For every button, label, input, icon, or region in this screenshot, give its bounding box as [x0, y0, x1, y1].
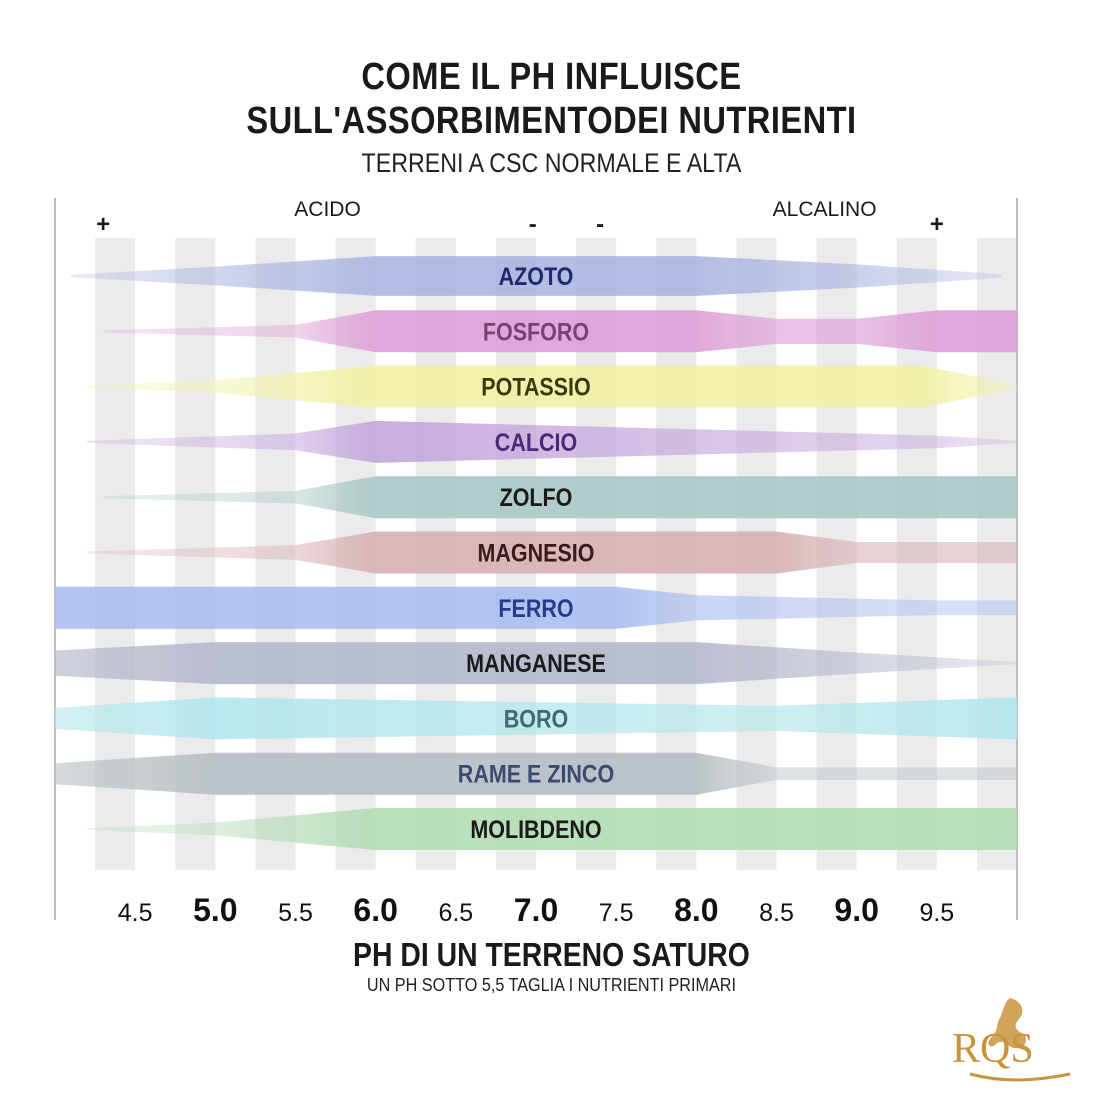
- band-fosforo: [103, 310, 1018, 353]
- x-tick-label: 9.0: [834, 892, 878, 928]
- chart-title-line-2: SULL'ASSORBIMENTODEI NUTRIENTI: [246, 100, 857, 142]
- band-potassio: [87, 365, 1018, 408]
- x-tick-label: 6.5: [438, 899, 473, 927]
- series-label: MANGANESE: [466, 650, 606, 678]
- series-label: POTASSIO: [481, 373, 590, 401]
- series-label: BORO: [504, 705, 568, 733]
- rqs-logo: RQS: [952, 998, 1071, 1082]
- series-label: RAME E ZINCO: [458, 760, 614, 788]
- band-molibdeno: [87, 808, 1018, 850]
- chart-subtitle: TERRENI A CSC NORMALE E ALTA: [361, 148, 742, 178]
- annotation-3: -: [529, 211, 537, 238]
- series-label: AZOTO: [499, 262, 574, 290]
- series-label: FOSFORO: [483, 318, 589, 346]
- x-tick-label: 9.5: [919, 899, 954, 927]
- band-boro: [55, 697, 1017, 740]
- band-rame-e-zinco: [55, 752, 1017, 795]
- annotation-2: +: [96, 211, 110, 238]
- annotation-0: ACIDO: [294, 198, 361, 221]
- annotation-5: +: [930, 211, 944, 238]
- x-tick-label: 5.5: [278, 899, 313, 927]
- band-magnesio: [87, 531, 1018, 574]
- x-axis-title: PH DI UN TERRENO SATURO: [353, 936, 750, 973]
- x-tick-label: 4.5: [118, 899, 153, 927]
- series-label: CALCIO: [495, 428, 577, 456]
- band-manganese: [55, 642, 1017, 685]
- x-tick-label: 8.5: [759, 899, 794, 927]
- series-label: FERRO: [498, 594, 573, 622]
- x-tick-label: 7.0: [514, 892, 558, 928]
- x-tick-label: 6.0: [353, 892, 397, 928]
- series-label: ZOLFO: [500, 484, 573, 512]
- series-label: MOLIBDENO: [470, 815, 601, 843]
- rqs-logo-text: RQS: [952, 1026, 1034, 1072]
- band-azoto: [71, 256, 1001, 296]
- chart-title-line-1: COME IL PH INFLUISCE: [361, 56, 742, 98]
- band-ferro: [55, 586, 1017, 629]
- x-tick-label: 8.0: [674, 892, 718, 928]
- band-calcio: [87, 420, 1018, 463]
- annotation-4: -: [596, 211, 604, 238]
- series-label: MAGNESIO: [478, 539, 595, 567]
- x-axis-note: UN PH SOTTO 5,5 TAGLIA I NUTRIENTI PRIMA…: [366, 975, 736, 995]
- x-tick-label: 5.0: [193, 892, 237, 928]
- annotation-1: ALCALINO: [773, 198, 877, 221]
- x-tick-label: 7.5: [599, 899, 634, 927]
- band-zolfo: [103, 476, 1018, 519]
